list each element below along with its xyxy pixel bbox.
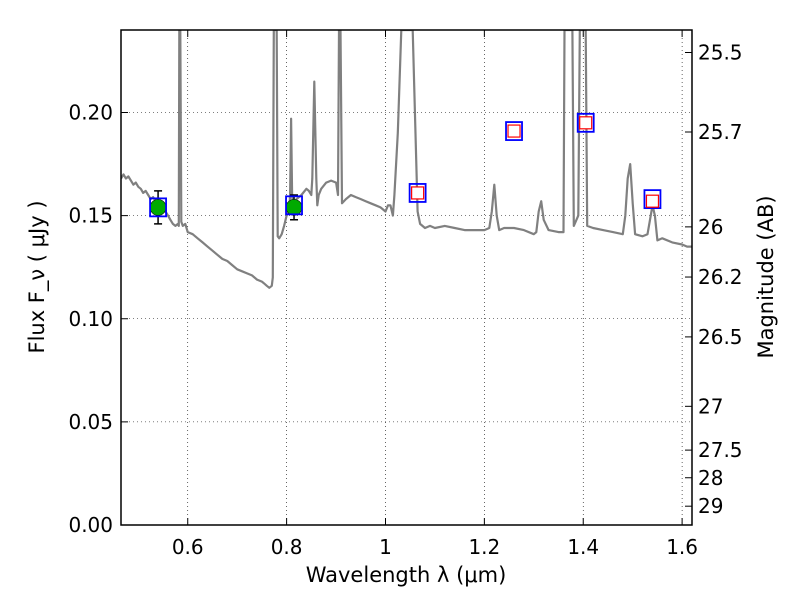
y-tick-label: 0.15 [68, 204, 113, 228]
y-tick-label: 0.20 [68, 101, 113, 125]
model-box [505, 121, 523, 141]
y2-tick-label: 27.5 [698, 438, 743, 462]
model-box [643, 189, 662, 210]
axis-ticks: 0.6 0.8 1 1.2 1.4 1.6 0.00 0.05 0.10 0.15 0.20 25.5… [68, 30, 743, 559]
y-tick-label: 0.10 [68, 307, 113, 331]
y2-tick-label: 28 [698, 466, 723, 490]
spectrum-line [121, 30, 692, 289]
y-tick-label: 0.00 [68, 513, 113, 537]
y2-tick-label: 29 [698, 494, 723, 518]
nondetection-box [579, 116, 593, 130]
y2-axis-label: Magnitude (AB) [754, 195, 778, 358]
x-axis-label: Wavelength λ (μm) [306, 563, 507, 587]
y2-tick-label: 26.2 [698, 265, 743, 289]
observed-point [149, 199, 167, 216]
y-tick-label: 0.05 [68, 410, 113, 434]
model-box [408, 183, 427, 203]
photometry-points [149, 112, 662, 225]
y2-tick-label: 25.5 [698, 41, 743, 65]
spectrum-series [121, 30, 692, 289]
observed-point [285, 199, 303, 216]
x-tick-label: 1 [379, 535, 392, 559]
y-axis-label: Flux F_ν ( μJy ) [25, 200, 50, 353]
x-tick-label: 1.6 [666, 535, 698, 559]
x-tick-label: 0.8 [271, 535, 303, 559]
nondetection-box [645, 194, 660, 208]
nondetection-box [507, 124, 521, 138]
y2-tick-label: 25.7 [698, 120, 743, 144]
model-box [576, 112, 595, 133]
model-box [149, 197, 167, 218]
grid-lines [121, 30, 692, 526]
x-tick-label: 0.6 [172, 535, 204, 559]
y2-tick-label: 26 [698, 215, 723, 239]
x-tick-label: 1.2 [468, 535, 500, 559]
nondetection-box [411, 186, 425, 200]
x-tick-label: 1.4 [567, 535, 599, 559]
model-box [285, 195, 303, 216]
y2-tick-label: 26.5 [698, 325, 743, 349]
y2-tick-label: 27 [698, 394, 723, 418]
